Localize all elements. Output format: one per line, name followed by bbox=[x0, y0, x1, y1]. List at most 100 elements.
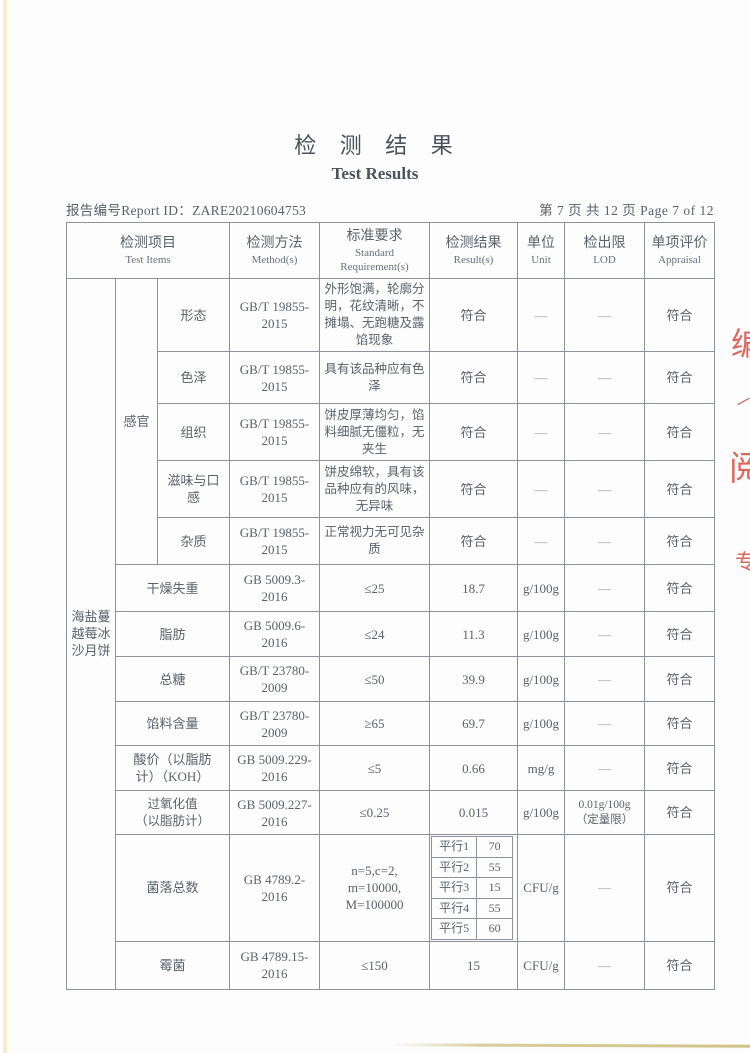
table-row: 总糖 GB/T 23780-2009 ≤50 39.9 g/100g — 符合 bbox=[67, 656, 715, 702]
cell-method: GB 4789.15-2016 bbox=[229, 940, 320, 990]
cell-result: 符合 bbox=[429, 403, 518, 461]
cell-unit: mg/g bbox=[517, 745, 565, 791]
cell-lod: — bbox=[564, 834, 645, 942]
cell-item: 总糖 bbox=[115, 656, 230, 702]
header-standard-en1: Standard bbox=[354, 246, 395, 259]
cell-result: 符合 bbox=[429, 278, 518, 352]
cell-standard: ≤0.25 bbox=[319, 790, 430, 835]
cell-result: 符合 bbox=[429, 351, 518, 404]
header-appraisal-zh: 单项评价 bbox=[651, 235, 708, 251]
cell-lod: — bbox=[564, 278, 645, 352]
cell-method: GB/T 23780-2009 bbox=[229, 656, 320, 702]
cell-item: 组织 bbox=[157, 403, 230, 461]
header-lod-en: LOD bbox=[593, 253, 616, 266]
cell-result: 符合 bbox=[429, 517, 518, 565]
cell-appraisal: 符合 bbox=[644, 611, 715, 657]
header-lod-zh: 检出限 bbox=[583, 235, 626, 251]
table-row: 色泽 GB/T 19855-2015 具有该品种应有色泽 符合 — — 符合 bbox=[67, 351, 715, 404]
table-row: 滋味与口 感 GB/T 19855-2015 饼皮绵软，具有该品种应有的风味，无… bbox=[67, 460, 715, 518]
table-row: 杂质 GB/T 19855-2015 正常视力无可见杂质 符合 — — 符合 bbox=[67, 517, 715, 565]
cell-method: GB 5009.229-2016 bbox=[229, 745, 320, 791]
cell-result: 0.66 bbox=[429, 745, 518, 791]
cell-appraisal: 符合 bbox=[644, 834, 715, 942]
cell-lod: — bbox=[564, 403, 645, 461]
cell-standard: 饼皮厚薄均匀，馅料细腻无僵粒，无夹生 bbox=[319, 403, 430, 461]
cell-method: GB 5009.227-2016 bbox=[229, 790, 320, 835]
cell-item: 色泽 bbox=[157, 351, 230, 404]
cell-unit: g/100g bbox=[517, 611, 565, 657]
cell-result: 15 bbox=[429, 940, 518, 990]
header-row: 检测项目 Test Items 检测方法 Method(s) 标准要求 Stan… bbox=[66, 222, 715, 279]
cell-unit: g/100g bbox=[517, 701, 565, 746]
cell-appraisal: 符合 bbox=[644, 403, 715, 461]
parallel-label: 平行4 bbox=[430, 897, 478, 919]
red-stamp-fragment: 专 bbox=[735, 550, 750, 574]
cell-item: 杂质 bbox=[157, 517, 230, 565]
cell-lod: — bbox=[564, 656, 645, 702]
table-row: 干燥失重 GB 5009.3-2016 ≤25 18.7 g/100g — 符合 bbox=[67, 564, 715, 612]
cell-result-parallel-table: 平行1 70 平行2 55 平行3 15 平行4 55 bbox=[429, 834, 518, 942]
cell-standard: ≤5 bbox=[319, 745, 430, 791]
page-title: 检 测 结 果 bbox=[294, 133, 456, 158]
header-standard-zh: 标准要求 bbox=[346, 228, 403, 244]
col-header-appraisal: 单项评价 Appraisal bbox=[644, 222, 715, 279]
cell-item: 干燥失重 bbox=[115, 564, 230, 612]
table-row: 海盐蔓 越莓冰 沙月饼 感官 形态 GB/T 19855-2015 外形饱满，轮… bbox=[66, 278, 715, 990]
parallel-value: 55 bbox=[476, 897, 513, 919]
cell-standard: ≤150 bbox=[319, 940, 430, 990]
header-result-en: Result(s) bbox=[453, 253, 494, 266]
cell-sensory-group: 感官 bbox=[115, 278, 158, 565]
cell-unit: — bbox=[517, 403, 565, 461]
cell-result: 符合 bbox=[429, 460, 518, 518]
cell-item: 霉菌 bbox=[115, 940, 230, 990]
cell-method: GB 4789.2-2016 bbox=[229, 834, 320, 942]
cell-appraisal: 符合 bbox=[644, 745, 715, 791]
cell-result: 69.7 bbox=[429, 701, 518, 746]
parallel-label: 平行3 bbox=[430, 877, 478, 899]
red-stamp-fragment: 【 bbox=[733, 505, 750, 539]
cell-lod: — bbox=[564, 460, 645, 518]
cell-unit: — bbox=[517, 278, 565, 352]
cell-item: 脂肪 bbox=[115, 611, 230, 657]
parallel-label: 平行2 bbox=[430, 856, 478, 878]
report-id-label: 报告编号Report ID： bbox=[66, 203, 193, 218]
cell-item: 过氧化值 （以脂肪计） bbox=[115, 790, 230, 835]
cell-unit: g/100g bbox=[517, 564, 565, 612]
cell-standard: n=5,c=2, m=10000, M=100000 bbox=[319, 834, 430, 942]
parallel-row: 平行1 70 bbox=[430, 836, 513, 858]
cell-method: GB/T 19855-2015 bbox=[229, 517, 320, 565]
cell-appraisal: 符合 bbox=[644, 517, 715, 565]
cell-standard: ≤25 bbox=[319, 564, 430, 612]
cell-method: GB 5009.3-2016 bbox=[229, 564, 320, 612]
table-row: 脂肪 GB 5009.6-2016 ≤24 11.3 g/100g — 符合 bbox=[67, 611, 715, 657]
col-header-standard: 标准要求 Standard Requirement(s) bbox=[319, 222, 430, 279]
cell-appraisal: 符合 bbox=[644, 460, 715, 518]
cell-sample-name: 海盐蔓 越莓冰 沙月饼 bbox=[66, 278, 116, 990]
cell-item: 形态 bbox=[157, 278, 230, 352]
parallel-results-table: 平行1 70 平行2 55 平行3 15 平行4 55 bbox=[430, 836, 513, 940]
cell-method: GB/T 19855-2015 bbox=[229, 460, 320, 518]
cell-item: 馅料含量 bbox=[115, 701, 230, 746]
cell-lod: — bbox=[564, 611, 645, 657]
cell-standard: ≥65 bbox=[319, 701, 430, 746]
cell-item: 滋味与口 感 bbox=[157, 460, 230, 518]
table-row-colony-count: 菌落总数 GB 4789.2-2016 n=5,c=2, m=10000, M=… bbox=[67, 834, 715, 942]
page-subtitle: Test Results bbox=[331, 164, 419, 183]
cell-method: GB/T 19855-2015 bbox=[229, 278, 320, 352]
scan-page-edge-left bbox=[3, 0, 7, 1053]
header-test-items-zh: 检测项目 bbox=[120, 235, 176, 251]
col-header-result: 检测结果 Result(s) bbox=[429, 222, 518, 279]
cell-unit: CFU/g bbox=[517, 834, 565, 942]
header-test-items-en: Test Items bbox=[125, 253, 171, 266]
cell-appraisal: 符合 bbox=[644, 564, 715, 612]
cell-appraisal: 符合 bbox=[644, 656, 715, 702]
cell-appraisal: 符合 bbox=[644, 790, 715, 835]
cell-lod: — bbox=[564, 940, 645, 990]
red-stamp-fragment: 编 bbox=[731, 326, 750, 362]
col-header-test-items: 检测项目 Test Items bbox=[66, 222, 230, 279]
cell-standard: ≤24 bbox=[319, 611, 430, 657]
cell-lod: — bbox=[564, 517, 645, 565]
table-row: 组织 GB/T 19855-2015 饼皮厚薄均匀，馅料细腻无僵粒，无夹生 符合… bbox=[67, 403, 715, 461]
col-header-lod: 检出限 LOD bbox=[564, 222, 645, 279]
